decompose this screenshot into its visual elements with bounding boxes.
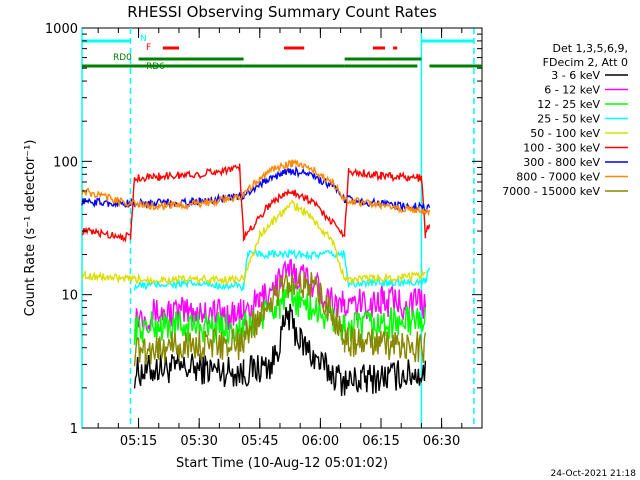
legend: Det 1,3,5,6,9,FDecim 2, Att 03 - 6 keV 6 … xyxy=(502,42,628,198)
series-line-2 xyxy=(133,281,427,345)
timestamp: 24-Oct-2021 21:18 xyxy=(551,469,637,479)
y-axis-label: Count Rate (s⁻¹ detector⁻¹) xyxy=(23,140,38,317)
legend-entry-label: 300 - 800 keV xyxy=(523,156,600,169)
chart-title: RHESSI Observing Summary Count Rates xyxy=(127,3,437,21)
x-tick-label: 05:15 xyxy=(120,434,157,449)
legend-entry-label: 6 - 12 keV xyxy=(544,84,600,97)
legend-entry-label: 7000 - 15000 keV xyxy=(502,185,600,198)
legend-entry-label: 12 - 25 keV xyxy=(537,98,600,111)
flag-label-n: N xyxy=(140,34,147,44)
x-tick-label: 05:30 xyxy=(180,434,217,449)
series-line-4 xyxy=(81,199,426,286)
series-line-1 xyxy=(133,258,427,332)
x-tick-label: 05:45 xyxy=(241,434,278,449)
y-tick-label: 100 xyxy=(53,155,78,170)
legend-entry-label: 3 - 6 keV xyxy=(551,69,600,82)
flag-label-rd0: RD0 xyxy=(113,53,132,63)
legend-entry-label: 25 - 50 keV xyxy=(537,113,600,126)
legend-entry-label: 800 - 7000 keV xyxy=(516,171,600,184)
flag-label-rd6: RD6 xyxy=(146,62,165,72)
y-tick-label: 1000 xyxy=(45,22,78,37)
legend-header-line: Det 1,3,5,6,9, xyxy=(552,42,628,55)
x-tick-label: 06:15 xyxy=(362,434,399,449)
x-axis-ticks: 05:15 05:30 05:45 06:00 06:15 06:30 xyxy=(97,28,483,449)
series-line-8 xyxy=(133,272,427,367)
series-line-0 xyxy=(133,303,427,396)
y-tick-label: 10 xyxy=(61,289,78,304)
series-layer xyxy=(81,158,431,396)
legend-entry-label: 50 - 100 keV xyxy=(530,127,600,140)
y-axis-ticks: 1 10 100 1000 xyxy=(45,22,482,437)
series-line-7 xyxy=(81,158,431,217)
x-tick-label: 06:00 xyxy=(302,434,339,449)
x-axis-label: Start Time (10-Aug-12 05:01:02) xyxy=(176,456,388,471)
flag-bars: NF RD0 RD6 xyxy=(82,34,482,72)
legend-entry-label: 100 - 300 keV xyxy=(523,142,600,155)
series-line-5 xyxy=(81,163,431,243)
legend-header-line: FDecim 2, Att 0 xyxy=(543,56,628,69)
flag-label-f: F xyxy=(146,43,151,53)
y-tick-label: 1 xyxy=(70,422,78,437)
x-tick-label: 06:30 xyxy=(423,434,460,449)
series-line-3 xyxy=(133,248,431,292)
